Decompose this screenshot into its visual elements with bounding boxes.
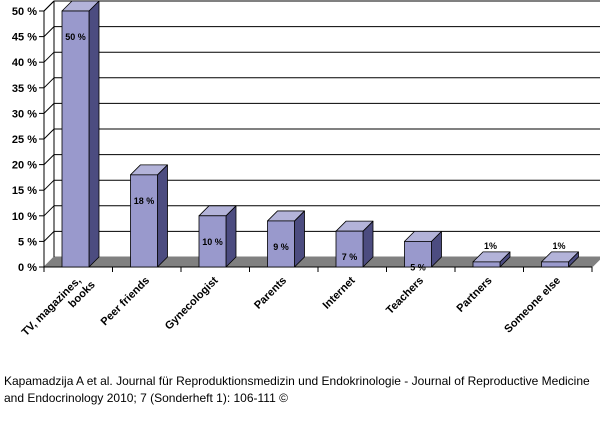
gridline-left-10 xyxy=(43,205,55,217)
chart-floor xyxy=(42,256,600,268)
y-tick-label-30: 30 % xyxy=(12,108,37,120)
gridline-left-15 xyxy=(43,179,55,191)
category-label-line-6-0: Partners xyxy=(455,275,495,315)
bar-1 xyxy=(130,164,168,268)
data-label-3: 9 % xyxy=(273,242,289,252)
data-label-4: 7 % xyxy=(342,252,358,262)
bar-front-1 xyxy=(130,174,158,268)
gridline-left-30 xyxy=(43,103,55,114)
gridline-left-45 xyxy=(43,26,55,37)
bar-6 xyxy=(472,251,511,268)
category-label-line-3-0: Parents xyxy=(252,275,289,312)
bar-7 xyxy=(541,251,579,268)
category-label-line-5-0: Teachers xyxy=(384,275,426,317)
category-label-7: Someone else xyxy=(502,275,563,336)
y-tick-label-15: 15 % xyxy=(12,185,37,197)
data-label-1: 18 % xyxy=(134,196,155,206)
bar-front-6 xyxy=(472,261,501,268)
bar-front-4 xyxy=(335,230,364,268)
category-label-4: Internet xyxy=(321,274,358,311)
category-label-1: Peer friends xyxy=(99,275,152,328)
y-tick-label-20: 20 % xyxy=(12,160,37,172)
bar-data-labels: 50 % 18 % 10 % 9 % 7 % 5 % 1% 1% xyxy=(65,32,565,272)
floor-plane xyxy=(42,256,600,268)
source-citation: Kapamadzija A et al. Journal für Reprodu… xyxy=(4,374,590,405)
gridline-left-20 xyxy=(43,154,55,165)
chart-bars xyxy=(61,0,579,268)
category-label-line-4-0: Internet xyxy=(321,274,358,311)
bar-front-3 xyxy=(267,220,295,268)
y-tick-label-5: 5 % xyxy=(18,236,37,248)
category-label-5: Teachers xyxy=(384,275,426,317)
y-tick-label-35: 35 % xyxy=(12,83,37,95)
bar-3 xyxy=(267,210,305,268)
category-label-line-2-0: Gynecologist xyxy=(163,274,221,332)
bar-side-2 xyxy=(225,205,237,268)
gridline-left-40 xyxy=(43,51,55,63)
gridline-left-25 xyxy=(43,128,55,140)
bar-5 xyxy=(404,230,442,268)
category-label-2: Gynecologist xyxy=(163,274,221,332)
x-axis-category-labels: TV, magazines,books Peer friends Gynecolog… xyxy=(20,270,563,348)
bar-chart: 0 % 5 % 10 % 15 % 20 % 25 % 30 % 35 % 40 % 45 % 50… xyxy=(12,0,600,348)
bar-front-0 xyxy=(61,10,90,268)
y-axis-tick-labels: 0 % 5 % 10 % 15 % 20 % 25 % 30 % 35 % 40 % 45 % 50… xyxy=(12,6,37,274)
data-label-6: 1% xyxy=(484,241,497,251)
y-tick-label-40: 40 % xyxy=(12,57,37,69)
bar-4 xyxy=(335,220,374,268)
gridline-left-35 xyxy=(43,77,55,89)
data-label-7: 1% xyxy=(552,241,565,251)
chart-gridlines xyxy=(43,0,600,242)
bar-front-7 xyxy=(541,261,569,268)
category-label-6: Partners xyxy=(455,275,495,315)
bar-0 xyxy=(61,0,100,268)
y-tick-label-25: 25 % xyxy=(12,134,37,146)
y-tick-label-50: 50 % xyxy=(12,6,37,18)
category-label-3: Parents xyxy=(252,275,289,312)
bar-front-2 xyxy=(198,215,227,268)
y-tick-label-45: 45 % xyxy=(12,32,37,44)
category-label-line-1-0: Peer friends xyxy=(99,275,152,328)
bar-side-0 xyxy=(88,0,100,268)
bar-front-5 xyxy=(404,240,432,268)
data-label-5: 5 % xyxy=(410,262,426,272)
gridline-left-5 xyxy=(43,231,55,242)
y-tick-label-10: 10 % xyxy=(12,211,37,223)
y-tick-label-0: 0 % xyxy=(18,262,37,274)
y-axis-top-edge xyxy=(43,0,55,12)
category-label-line-7-0: Someone else xyxy=(502,275,563,336)
data-label-0: 50 % xyxy=(65,32,86,42)
data-label-2: 10 % xyxy=(202,237,223,247)
bar-2 xyxy=(198,205,237,268)
bar-side-1 xyxy=(157,164,168,268)
category-label-0: TV, magazines,books xyxy=(20,270,98,348)
